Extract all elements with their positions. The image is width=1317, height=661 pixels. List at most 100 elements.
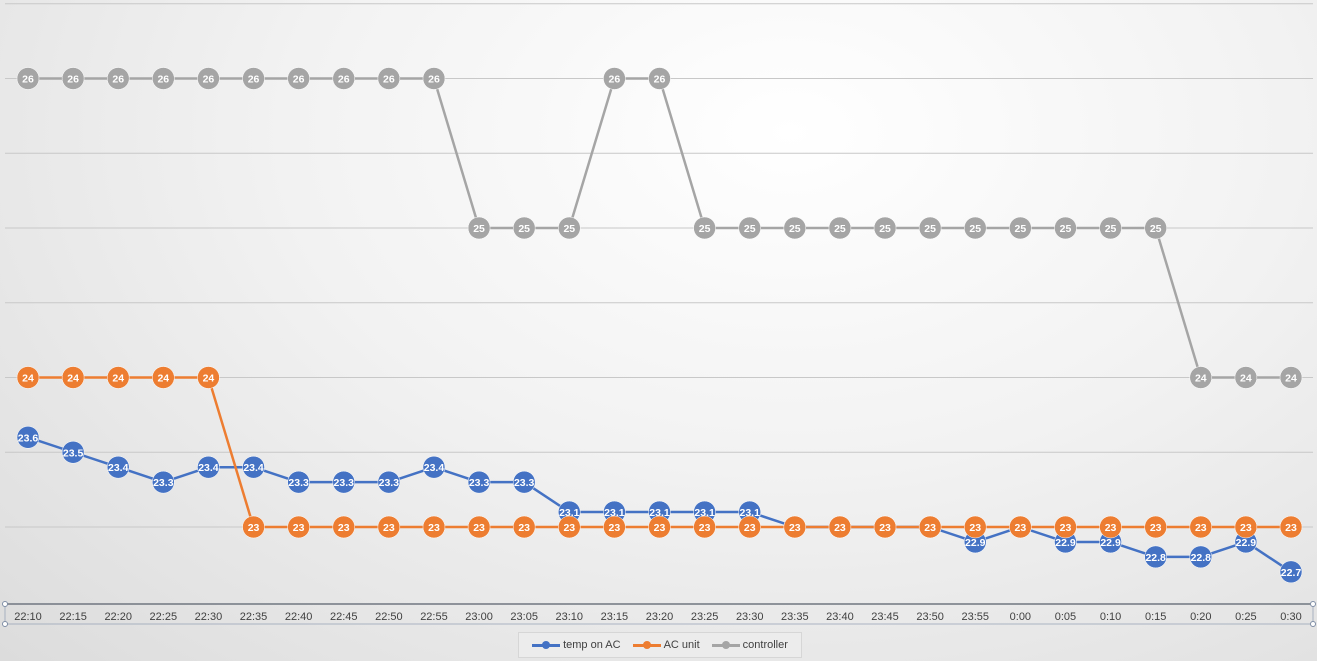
selection-handle[interactable] [1310,621,1316,627]
selection-handle[interactable] [2,621,8,627]
data-point[interactable] [1144,545,1167,569]
data-point[interactable] [1009,216,1032,240]
data-point[interactable] [873,515,897,539]
data-point[interactable] [1144,515,1167,539]
data-point[interactable] [603,67,626,90]
data-point[interactable] [287,515,310,539]
data-point[interactable] [152,67,175,90]
data-label: 23 [834,522,846,534]
data-point[interactable] [197,67,220,90]
data-point[interactable] [783,515,807,539]
data-point[interactable] [377,470,401,494]
data-point[interactable] [152,470,175,494]
legend-item[interactable]: AC unit [632,639,700,651]
data-point[interactable] [61,67,85,90]
data-point[interactable] [106,455,130,479]
data-point[interactable] [512,470,536,494]
data-point[interactable] [1189,366,1213,389]
x-tick-label: 23:25 [691,611,719,623]
data-point[interactable] [1279,515,1303,539]
selection-handle[interactable] [1310,601,1316,607]
data-point[interactable] [783,216,807,240]
data-point[interactable] [964,216,987,240]
data-point[interactable] [1234,515,1258,539]
data-point[interactable] [1234,366,1258,389]
data-label: 23 [1105,522,1117,534]
legend-item[interactable]: controller [711,639,788,651]
data-point[interactable] [287,470,310,494]
data-point[interactable] [918,515,942,539]
x-tick-label: 22:55 [420,611,448,623]
data-point[interactable] [16,366,40,389]
x-tick-label: 23:00 [465,611,493,623]
data-point[interactable] [16,67,40,90]
data-point[interactable] [693,216,716,240]
x-axis-selection-box [4,603,1314,625]
data-point[interactable] [828,216,852,240]
data-point[interactable] [1144,216,1167,240]
data-point[interactable] [467,515,491,539]
data-point[interactable] [512,216,536,240]
data-point[interactable] [1099,515,1122,539]
data-point[interactable] [242,67,265,90]
data-point[interactable] [918,216,942,240]
data-point[interactable] [467,470,491,494]
data-point[interactable] [61,441,85,464]
data-point[interactable] [332,515,355,539]
data-label: 22.9 [1100,537,1121,549]
data-point[interactable] [558,515,581,539]
data-point[interactable] [1099,216,1122,240]
data-label: 23 [789,522,801,534]
data-point[interactable] [1054,216,1077,240]
data-point[interactable] [738,515,761,539]
series-ac-unit: 24 24 24 24 24 23 23 23 23 23 23 23 23 23 23 23 23 23 23 23… [16,366,1303,539]
data-point[interactable] [1279,366,1303,389]
data-point[interactable] [648,515,671,539]
data-point[interactable] [422,515,446,539]
data-label: 23.3 [153,477,174,489]
data-point[interactable] [648,67,671,90]
data-point[interactable] [873,216,897,240]
data-point[interactable] [512,515,536,539]
data-point[interactable] [377,515,401,539]
data-point[interactable] [828,515,852,539]
data-label: 25 [563,223,575,235]
data-point[interactable] [332,470,355,494]
data-point[interactable] [1009,515,1032,539]
data-point[interactable] [242,455,265,479]
data-point[interactable] [558,216,581,240]
data-point[interactable] [152,366,175,389]
legend: temp on AC AC unit controller [518,632,802,658]
data-label: 23.1 [559,507,580,519]
data-label: 26 [338,74,350,86]
data-point[interactable] [1054,515,1077,539]
selection-handle[interactable] [2,601,8,607]
data-point[interactable] [197,366,220,389]
data-point[interactable] [1189,545,1213,569]
data-point[interactable] [422,67,446,90]
data-point[interactable] [16,426,40,449]
data-point[interactable] [693,515,716,539]
legend-item[interactable]: temp on AC [532,639,621,651]
data-point[interactable] [242,515,265,539]
data-point[interactable] [377,67,401,90]
x-tick-label: 23:05 [510,611,538,623]
data-point[interactable] [422,455,446,479]
data-point[interactable] [287,67,310,90]
data-point[interactable] [1189,515,1213,539]
data-point[interactable] [106,366,130,389]
data-point[interactable] [197,455,220,479]
data-label: 25 [969,223,981,235]
data-point[interactable] [467,216,491,240]
data-point[interactable] [603,515,626,539]
x-axis: 22:10 22:15 22:20 22:25 22:30 22:35 22:40 22:45… [2,601,1316,627]
data-point[interactable] [738,216,761,240]
data-point[interactable] [61,366,85,389]
data-point[interactable] [1279,560,1303,584]
data-label: 23 [428,522,440,534]
data-point[interactable] [964,515,987,539]
data-point[interactable] [332,67,355,90]
data-label: 23.1 [604,507,625,519]
data-point[interactable] [106,67,130,90]
x-tick-label: 0:15 [1145,611,1166,623]
